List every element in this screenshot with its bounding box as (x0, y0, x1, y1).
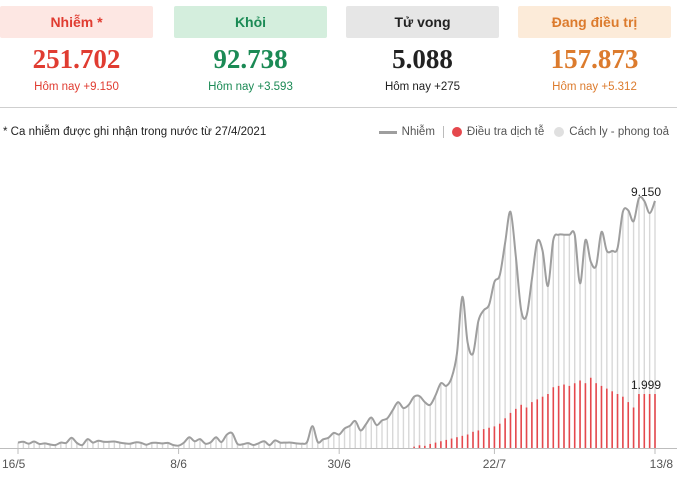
stat-treating[interactable]: Đang điều trị 157.873 Hôm nay +5.312 (518, 6, 671, 93)
stat-recovered[interactable]: Khỏi 92.738 Hôm nay +3.593 (174, 6, 327, 93)
stat-infected-value: 251.702 (32, 44, 121, 74)
x-tick-label: 30/6 (327, 457, 351, 471)
legend-infected-label: Nhiễm (401, 126, 435, 138)
x-tick-label: 16/5 (2, 457, 26, 471)
x-tick-label: 13/8 (650, 457, 674, 471)
legend-dot-icon (451, 127, 462, 137)
stat-infected[interactable]: Nhiễm * 251.702 Hôm nay +9.150 (0, 6, 153, 93)
legend-line-icon (378, 130, 397, 134)
stat-deaths[interactable]: Tử vong 5.088 Hôm nay +275 (346, 6, 499, 93)
stat-treating-today: Hôm nay +5.312 (552, 81, 637, 93)
legend-investigation-label: Điều tra dịch tễ (466, 126, 545, 138)
x-tick-label: 22/7 (483, 457, 507, 471)
cases-chart: 16/5 8/6 30/6 22/7 13/8 9.150 1.999 (0, 185, 677, 471)
stat-treating-value: 157.873 (550, 44, 639, 74)
stat-recovered-value: 92.738 (213, 44, 288, 74)
stat-infected-label: Nhiễm * (0, 6, 153, 38)
legend-separator (442, 126, 444, 138)
legend-investigation[interactable]: Điều tra dịch tễ (451, 126, 545, 138)
stat-recovered-today: Hôm nay +3.593 (208, 81, 293, 93)
chart-note: * Ca nhiễm được ghi nhận trong nước từ 2… (3, 126, 267, 138)
chart-legend: Nhiễm Điều tra dịch tễ Cách ly - phong t… (378, 126, 669, 138)
stat-treating-label: Đang điều trị (518, 6, 671, 38)
value-annotation: 9.150 (631, 185, 661, 199)
stats-bar: Nhiễm * 251.702 Hôm nay +9.150 Khỏi 92.7… (0, 0, 677, 100)
legend-isolation[interactable]: Cách ly - phong toả (554, 126, 669, 138)
stat-deaths-today: Hôm nay +275 (384, 81, 461, 93)
value-annotation: 1.999 (631, 378, 661, 392)
stat-infected-today: Hôm nay +9.150 (34, 81, 119, 93)
infected-line[interactable] (17, 195, 656, 447)
stat-deaths-label: Tử vong (346, 6, 499, 38)
stat-deaths-value: 5.088 (392, 44, 453, 74)
legend-infected[interactable]: Nhiễm (378, 126, 435, 138)
legend-dot-icon (554, 127, 565, 137)
x-tick-label: 8/6 (170, 457, 187, 471)
divider (0, 107, 677, 108)
stat-recovered-label: Khỏi (174, 6, 327, 38)
legend-isolation-label: Cách ly - phong toả (569, 126, 669, 138)
